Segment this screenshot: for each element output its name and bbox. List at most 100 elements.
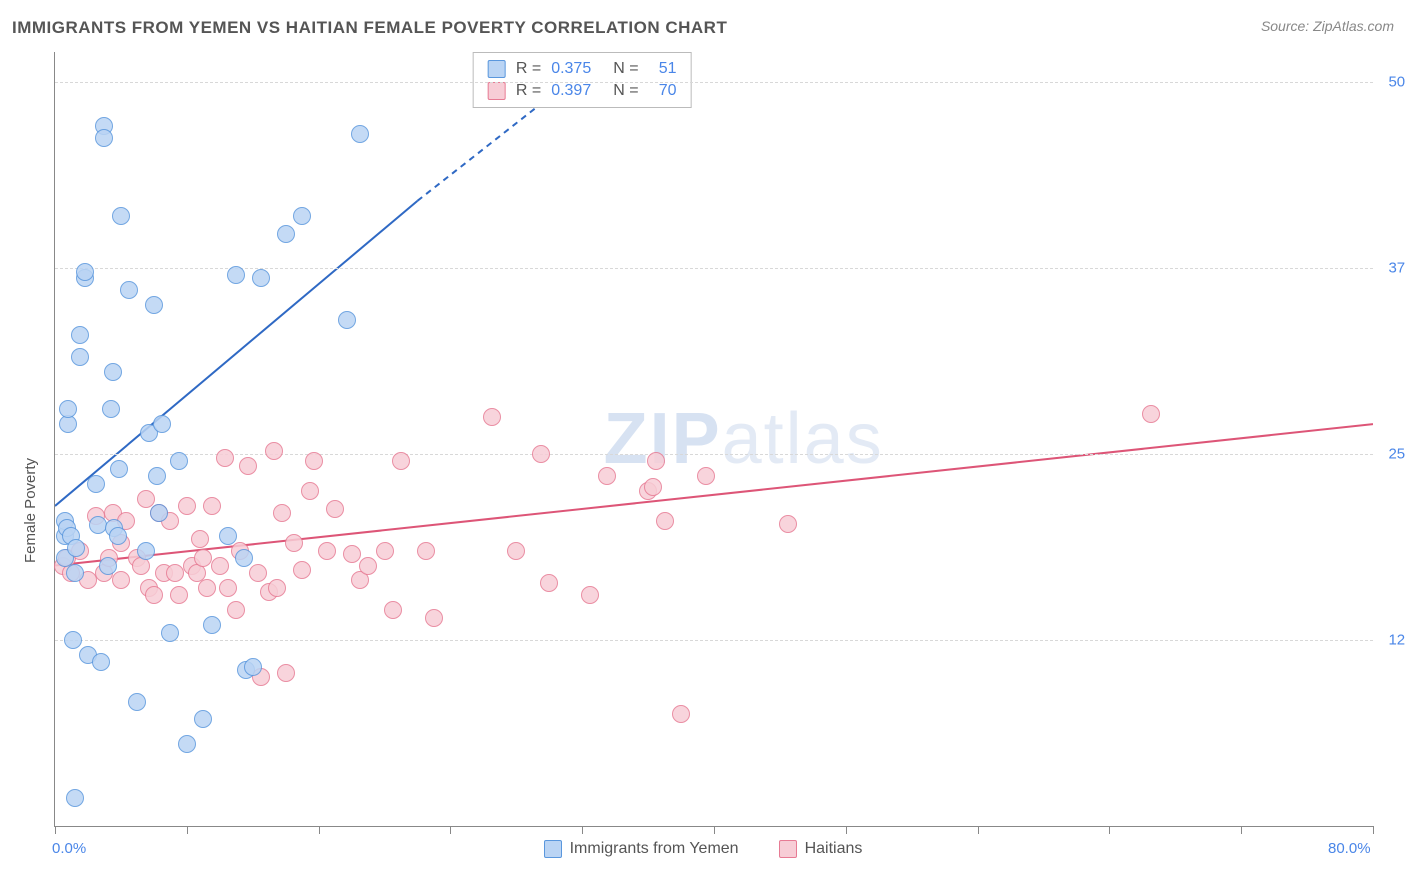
legend-swatch-haitian [779,840,797,858]
x-tick [978,826,979,834]
legend-r-label: R = [512,59,545,79]
data-point-yemen [87,475,105,493]
data-point-haitian [384,601,402,619]
data-point-yemen [338,311,356,329]
data-point-haitian [166,564,184,582]
data-point-haitian [216,449,234,467]
data-point-haitian [203,497,221,515]
legend-r-value-yemen: 0.375 [547,59,601,79]
x-tick [450,826,451,834]
x-tick [55,826,56,834]
data-point-yemen [150,504,168,522]
data-point-haitian [532,445,550,463]
data-point-yemen [235,549,253,567]
legend-item-yemen: Immigrants from Yemen [544,840,739,858]
gridline-h [55,82,1373,83]
data-point-haitian [581,586,599,604]
data-point-yemen [161,624,179,642]
legend-n-value-yemen: 51 [645,59,681,79]
data-point-haitian [293,561,311,579]
data-point-haitian [644,478,662,496]
data-point-haitian [305,452,323,470]
data-point-haitian [170,586,188,604]
data-point-yemen [203,616,221,634]
gridline-h [55,640,1373,641]
data-point-haitian [227,601,245,619]
trend-line [55,424,1373,565]
data-point-haitian [392,452,410,470]
y-axis-label: Female Poverty [22,458,39,563]
data-point-haitian [343,545,361,563]
data-point-yemen [148,467,166,485]
data-point-haitian [273,504,291,522]
data-point-yemen [102,400,120,418]
chart-source: Source: ZipAtlas.com [1261,18,1394,34]
legend-series: Immigrants from YemenHaitians [0,836,1406,862]
data-point-haitian [540,574,558,592]
data-point-haitian [507,542,525,560]
legend-n-value-haitian: 70 [645,81,681,101]
legend-label-yemen: Immigrants from Yemen [570,840,739,858]
legend-r-value-haitian: 0.397 [547,81,601,101]
x-tick [582,826,583,834]
data-point-yemen [153,415,171,433]
data-point-yemen [120,281,138,299]
gridline-h [55,454,1373,455]
data-point-yemen [76,263,94,281]
data-point-yemen [277,225,295,243]
x-tick [1109,826,1110,834]
chart-title: IMMIGRANTS FROM YEMEN VS HAITIAN FEMALE … [12,18,727,38]
data-point-yemen [66,789,84,807]
data-point-yemen [244,658,262,676]
gridline-h [55,268,1373,269]
x-tick [714,826,715,834]
data-point-haitian [656,512,674,530]
chart-header: IMMIGRANTS FROM YEMEN VS HAITIAN FEMALE … [12,18,1394,38]
data-point-haitian [483,408,501,426]
data-point-haitian [1142,405,1160,423]
data-point-yemen [66,564,84,582]
data-point-yemen [194,710,212,728]
legend-n-label: N = [603,59,642,79]
data-point-haitian [318,542,336,560]
data-point-haitian [268,579,286,597]
data-point-haitian [598,467,616,485]
data-point-haitian [194,549,212,567]
data-point-yemen [67,539,85,557]
data-point-haitian [697,467,715,485]
legend-swatch-haitian [488,82,506,100]
data-point-yemen [104,363,122,381]
data-point-yemen [99,557,117,575]
data-point-yemen [92,653,110,671]
x-tick [187,826,188,834]
data-point-yemen [89,516,107,534]
data-point-yemen [128,693,146,711]
data-point-haitian [359,557,377,575]
legend-correlation: R =0.375N =51R =0.397N =70 [473,52,692,108]
data-point-yemen [112,207,130,225]
data-point-yemen [71,348,89,366]
data-point-haitian [249,564,267,582]
legend-r-label: R = [512,81,545,101]
data-point-yemen [252,269,270,287]
data-point-haitian [301,482,319,500]
watermark-rest: atlas [722,399,884,479]
data-point-yemen [219,527,237,545]
x-tick [846,826,847,834]
x-tick [319,826,320,834]
data-point-yemen [109,527,127,545]
data-point-haitian [145,586,163,604]
data-point-haitian [425,609,443,627]
data-point-haitian [265,442,283,460]
data-point-haitian [239,457,257,475]
trend-line [55,201,417,506]
data-point-yemen [293,207,311,225]
data-point-haitian [285,534,303,552]
data-point-haitian [672,705,690,723]
y-tick-label: 50.0% [1388,73,1406,90]
data-point-yemen [64,631,82,649]
data-point-yemen [351,125,369,143]
data-point-yemen [227,266,245,284]
data-point-haitian [779,515,797,533]
data-point-haitian [326,500,344,518]
